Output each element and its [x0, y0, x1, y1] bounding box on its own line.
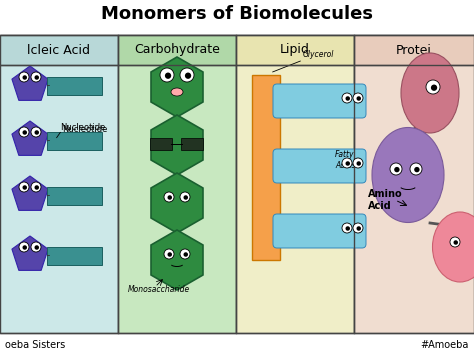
- Circle shape: [167, 195, 172, 200]
- Circle shape: [180, 68, 194, 82]
- Polygon shape: [236, 35, 354, 333]
- Circle shape: [346, 96, 350, 101]
- FancyBboxPatch shape: [273, 214, 366, 248]
- Circle shape: [342, 223, 352, 233]
- Circle shape: [22, 130, 27, 135]
- Circle shape: [31, 182, 41, 192]
- Circle shape: [450, 237, 460, 247]
- FancyBboxPatch shape: [47, 247, 102, 265]
- Circle shape: [394, 167, 400, 172]
- Circle shape: [35, 185, 39, 190]
- Circle shape: [22, 245, 27, 250]
- FancyBboxPatch shape: [47, 132, 102, 150]
- Ellipse shape: [171, 88, 183, 96]
- FancyBboxPatch shape: [47, 187, 102, 205]
- Polygon shape: [12, 236, 48, 271]
- Ellipse shape: [372, 127, 444, 223]
- Circle shape: [390, 163, 402, 175]
- Polygon shape: [151, 57, 203, 117]
- Circle shape: [160, 68, 174, 82]
- Circle shape: [342, 158, 352, 168]
- Circle shape: [19, 242, 29, 252]
- Circle shape: [353, 93, 363, 103]
- Circle shape: [164, 192, 174, 202]
- Text: Protei: Protei: [396, 44, 432, 56]
- Circle shape: [31, 242, 41, 252]
- Polygon shape: [354, 35, 474, 65]
- Text: Nucleotide: Nucleotide: [62, 126, 108, 135]
- Text: Lipid: Lipid: [280, 44, 310, 56]
- Circle shape: [410, 163, 422, 175]
- Circle shape: [164, 249, 174, 259]
- Circle shape: [346, 226, 350, 231]
- Polygon shape: [151, 230, 203, 290]
- Circle shape: [454, 240, 458, 245]
- FancyBboxPatch shape: [273, 84, 366, 118]
- Circle shape: [414, 167, 419, 172]
- Polygon shape: [118, 35, 236, 65]
- Polygon shape: [118, 35, 236, 333]
- Text: Nucleotide: Nucleotide: [60, 122, 105, 131]
- Circle shape: [356, 161, 361, 166]
- Text: Monosaccharide: Monosaccharide: [128, 285, 190, 295]
- Circle shape: [346, 161, 350, 166]
- Circle shape: [31, 72, 41, 82]
- Text: Amino
Acid: Amino Acid: [368, 189, 402, 211]
- Circle shape: [183, 195, 188, 200]
- Polygon shape: [12, 176, 48, 211]
- Polygon shape: [236, 35, 354, 65]
- Polygon shape: [0, 35, 118, 65]
- FancyBboxPatch shape: [273, 149, 366, 183]
- Polygon shape: [0, 35, 118, 333]
- Text: Glycerol: Glycerol: [303, 50, 334, 59]
- Ellipse shape: [432, 212, 474, 282]
- Circle shape: [180, 192, 190, 202]
- Ellipse shape: [401, 53, 459, 133]
- Circle shape: [353, 158, 363, 168]
- Polygon shape: [151, 173, 203, 233]
- Circle shape: [31, 127, 41, 137]
- Text: #Amoeba: #Amoeba: [420, 340, 469, 350]
- Circle shape: [35, 130, 39, 135]
- Circle shape: [426, 80, 440, 94]
- Circle shape: [342, 93, 352, 103]
- Text: oeba Sisters: oeba Sisters: [5, 340, 65, 350]
- Circle shape: [353, 223, 363, 233]
- Circle shape: [35, 245, 39, 250]
- Circle shape: [19, 182, 29, 192]
- FancyBboxPatch shape: [47, 77, 102, 95]
- Circle shape: [35, 75, 39, 80]
- Circle shape: [165, 72, 171, 79]
- Polygon shape: [354, 35, 474, 333]
- Text: Carbohydrate: Carbohydrate: [134, 44, 220, 56]
- Circle shape: [19, 72, 29, 82]
- FancyBboxPatch shape: [252, 75, 280, 260]
- Circle shape: [183, 252, 188, 257]
- Polygon shape: [12, 66, 48, 100]
- Circle shape: [356, 96, 361, 101]
- Circle shape: [22, 75, 27, 80]
- Polygon shape: [12, 121, 48, 155]
- FancyBboxPatch shape: [150, 138, 172, 150]
- Circle shape: [431, 84, 437, 91]
- Circle shape: [19, 127, 29, 137]
- Circle shape: [356, 226, 361, 231]
- Text: Monomers of Biomolecules: Monomers of Biomolecules: [101, 5, 373, 23]
- Text: lcleic Acid: lcleic Acid: [27, 44, 91, 56]
- Text: Fatty
Acids: Fatty Acids: [335, 150, 356, 170]
- Circle shape: [22, 185, 27, 190]
- Circle shape: [180, 249, 190, 259]
- Circle shape: [167, 252, 172, 257]
- Polygon shape: [151, 115, 203, 175]
- Circle shape: [185, 72, 191, 79]
- FancyBboxPatch shape: [181, 138, 203, 150]
